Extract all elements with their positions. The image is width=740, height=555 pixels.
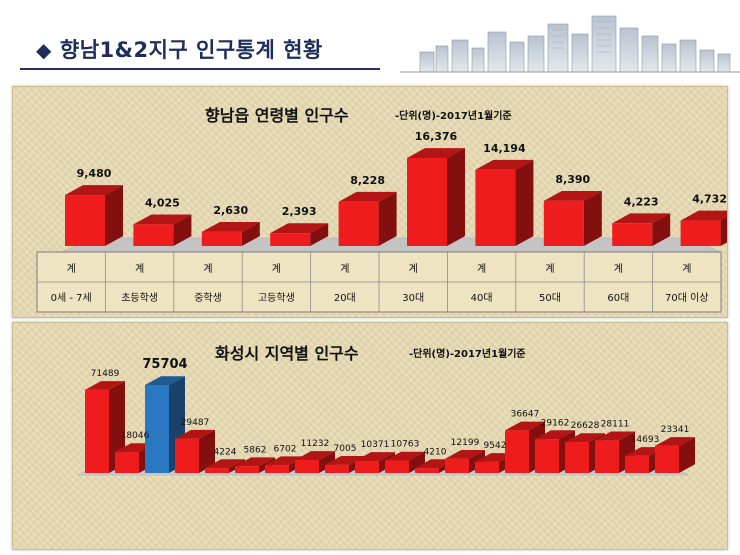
chart2-value-label: 26628 [571, 421, 600, 431]
chart2-value-labels: 71489 18046 75704 29487 4224 5862 6702 11232 700… [91, 357, 690, 457]
chart1-value-label: 8,390 [555, 173, 590, 186]
chart1-bar [680, 210, 727, 246]
chart1-value-label: 2,393 [282, 205, 317, 218]
chart1-category-label: 고등학생 [258, 292, 295, 304]
chart1-row-label: 계 [614, 263, 623, 275]
region-population-panel: 화성시 지역별 인구수 -단위(명)-2017년1월기준 71489 18046 7… [12, 322, 728, 550]
age-population-chart: 향남읍 연령별 인구수 -단위(명)-2017년1월기준 9,480 4,025 2… [36, 106, 727, 313]
chart1-row-label: 계 [203, 263, 212, 275]
chart1-category-label: 20대 [334, 292, 356, 304]
chart1-category-label: 0세 - 7세 [51, 292, 92, 304]
chart1-bars [65, 148, 727, 246]
chart2-value-label: 7005 [334, 444, 357, 454]
chart1-bar [201, 221, 260, 246]
chart2-value-label: 12199 [451, 438, 480, 448]
chart1-value-label: 4,025 [145, 196, 180, 209]
chart2-value-label: 75704 [142, 357, 187, 372]
chart2-value-label: 4224 [214, 447, 237, 457]
chart1-value-label: 16,376 [415, 130, 458, 143]
chart1-bar [133, 214, 192, 246]
chart1-row-label: 계 [545, 263, 554, 275]
chart2-value-label: 23341 [661, 425, 690, 435]
chart2-value-label: 18046 [121, 431, 150, 441]
chart1-bar [270, 223, 329, 246]
chart1-row-label: 계 [682, 263, 691, 275]
chart1-category-label: 70대 이상 [665, 292, 709, 304]
chart2-value-label: 5862 [244, 445, 267, 455]
region-population-chart: 화성시 지역별 인구수 -단위(명)-2017년1월기준 71489180467… [76, 344, 695, 476]
diamond-bullet-icon: ◆ [36, 38, 52, 62]
slide-header: ◆ 향남1&2지구 인구통계 현황 [0, 0, 740, 80]
chart2-value-label: 71489 [91, 369, 120, 379]
chart2-value-label: 9542 [484, 441, 507, 451]
title-underline [20, 68, 380, 70]
city-skyline-icon [400, 15, 740, 73]
chart2-value-label: 10371 [361, 440, 390, 450]
chart1-category-label: 중학생 [194, 292, 222, 304]
chart2-value-label: 29162 [541, 418, 570, 428]
chart1-row-label: 계 [340, 263, 349, 275]
chart1-bar [65, 185, 123, 246]
chart1-bar [612, 213, 671, 246]
chart2-value-label: 14693 [631, 435, 660, 445]
age-population-panel: 향남읍 연령별 인구수 -단위(명)-2017년1월기준 9,480 4,025 2… [12, 86, 728, 318]
page-title: ◆ 향남1&2지구 인구통계 현황 [36, 34, 323, 64]
chart2-bar [385, 451, 425, 473]
chart2-value-label: 4210 [424, 447, 447, 457]
chart1-category-label: 30대 [402, 292, 424, 304]
chart2-bar [175, 429, 215, 473]
chart1-bar [338, 191, 397, 246]
chart1-table-grid [105, 252, 653, 312]
chart1-row-label: 계 [135, 263, 144, 275]
chart2-bar [295, 451, 335, 473]
chart2-title: 화성시 지역별 인구수 [215, 344, 359, 363]
chart2-value-label: 36647 [511, 410, 540, 420]
chart1-value-label: 8,228 [350, 174, 385, 187]
chart1-row-label: 계 [477, 263, 486, 275]
chart1-category-label: 초등학생 [121, 292, 158, 304]
chart1-category-label: 50대 [539, 292, 561, 304]
chart1-value-label: 4,223 [624, 195, 659, 208]
chart1-value-label: 14,194 [483, 142, 526, 155]
chart1-value-label: 4,732 [692, 193, 727, 206]
chart1-category-label: 40대 [471, 292, 493, 304]
chart1-subtitle: -단위(명)-2017년1월기준 [395, 109, 512, 122]
chart1-title: 향남읍 연령별 인구수 [205, 106, 349, 125]
chart2-value-label: 29487 [181, 418, 210, 428]
chart2-value-label: 10763 [391, 440, 420, 450]
chart2-subtitle: -단위(명)-2017년1월기준 [409, 347, 526, 360]
page-title-text: 향남1&2지구 인구통계 현황 [59, 38, 323, 62]
chart2-bars [85, 376, 695, 473]
chart1-row-label: 계 [272, 263, 281, 275]
chart2-bar [595, 431, 635, 473]
chart2-bar [655, 437, 695, 473]
chart2-value-label: 28111 [601, 420, 630, 430]
chart1-bar [475, 159, 534, 246]
chart1-value-label: 9,480 [77, 167, 112, 180]
chart1-value-label: 2,630 [213, 204, 248, 217]
chart2-value-label: 11232 [301, 439, 330, 449]
chart1-value-labels: 9,480 4,025 2,630 2,393 8,228 16,376 14,194 8,3… [77, 130, 727, 218]
chart2-bar [85, 381, 125, 473]
chart1-bar [407, 148, 465, 246]
chart2-value-label: 6702 [274, 444, 297, 454]
chart1-category-label: 60대 [607, 292, 629, 304]
chart1-bar [543, 191, 602, 246]
chart1-row-label: 계 [67, 263, 76, 275]
chart1-row-label: 계 [409, 263, 418, 275]
